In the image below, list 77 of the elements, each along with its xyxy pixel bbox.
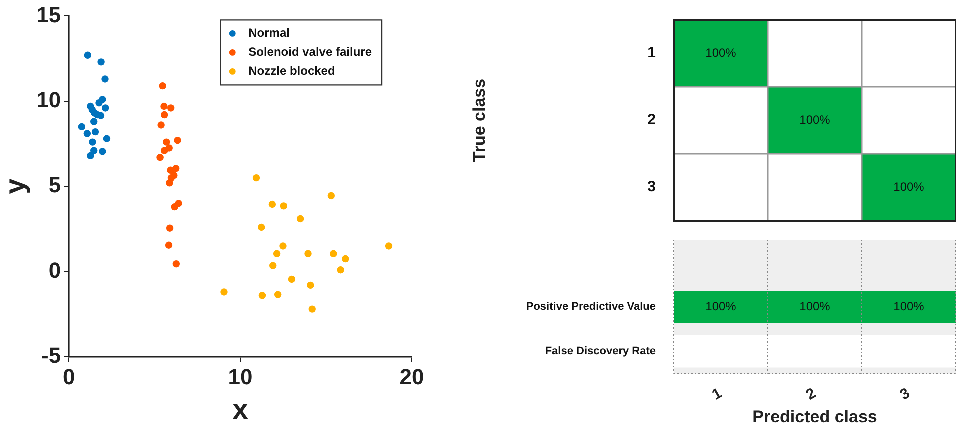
point xyxy=(98,58,105,66)
point xyxy=(166,224,174,232)
point xyxy=(296,215,304,223)
point xyxy=(167,104,175,112)
point xyxy=(158,122,165,129)
x-tick-label: 3 xyxy=(897,384,914,404)
point xyxy=(172,260,180,268)
point xyxy=(84,130,92,138)
point xyxy=(304,250,312,258)
data-label: 100% xyxy=(706,46,737,60)
point xyxy=(96,100,103,107)
point xyxy=(90,118,98,126)
point xyxy=(308,306,316,313)
x-axis-title: Predicted class xyxy=(752,407,878,426)
point xyxy=(84,52,92,59)
legend-label: Solenoid valve failure xyxy=(248,45,372,60)
point xyxy=(103,135,111,142)
y-tick-label: 15 xyxy=(36,2,62,28)
x-tick-label: 10 xyxy=(228,364,253,390)
point xyxy=(160,147,168,154)
x-axis-title: x xyxy=(232,394,249,425)
point xyxy=(258,292,266,300)
y-tick-label: 1 xyxy=(648,44,656,62)
point xyxy=(167,166,174,174)
point xyxy=(90,147,98,154)
y-tick-label: False Discovery Rate xyxy=(545,346,656,358)
point xyxy=(159,82,166,90)
legend-label: Nozzle blocked xyxy=(248,64,336,78)
x-tick-label: 20 xyxy=(400,364,424,390)
point xyxy=(165,242,173,249)
point xyxy=(258,224,266,232)
data-label: 100% xyxy=(894,180,925,194)
point xyxy=(280,202,288,210)
y-tick-label: -5 xyxy=(42,343,62,368)
y-tick-label: 3 xyxy=(648,178,656,196)
point xyxy=(273,250,281,258)
point xyxy=(328,192,336,200)
point xyxy=(174,136,182,144)
point xyxy=(99,148,106,156)
data-label: 100% xyxy=(706,300,737,314)
data-label: 100% xyxy=(800,112,831,127)
point xyxy=(102,76,109,83)
x-tick-label: 2 xyxy=(803,384,820,404)
y-axis-title: True class xyxy=(470,78,489,162)
point xyxy=(92,128,100,136)
point xyxy=(288,276,296,284)
point xyxy=(268,200,276,208)
point xyxy=(220,288,228,296)
y-tick-label: 5 xyxy=(48,172,62,198)
point xyxy=(342,255,350,263)
data-label: 100% xyxy=(800,300,831,314)
point xyxy=(87,152,94,160)
point xyxy=(78,123,86,131)
x-tick-label: 1 xyxy=(709,384,726,404)
point xyxy=(270,262,277,270)
point xyxy=(280,242,287,250)
y-tick-label: 10 xyxy=(36,87,62,112)
legend-label: Normal xyxy=(248,26,290,40)
point xyxy=(160,102,168,110)
point xyxy=(330,250,338,258)
point xyxy=(166,180,174,187)
point xyxy=(274,291,282,298)
y-tick-label: Positive Predictive Value xyxy=(526,301,656,314)
y-tick-label: 2 xyxy=(648,112,656,129)
data-label: 100% xyxy=(894,300,925,314)
point xyxy=(307,282,314,290)
point xyxy=(102,104,110,112)
point xyxy=(385,242,393,250)
point xyxy=(160,111,168,119)
point xyxy=(89,138,96,146)
point xyxy=(337,266,344,274)
point xyxy=(171,203,178,211)
y-axis-title: y xyxy=(0,178,31,194)
point xyxy=(252,174,260,182)
y-tick-label: 0 xyxy=(48,258,62,283)
point xyxy=(163,138,170,146)
point xyxy=(156,154,164,162)
